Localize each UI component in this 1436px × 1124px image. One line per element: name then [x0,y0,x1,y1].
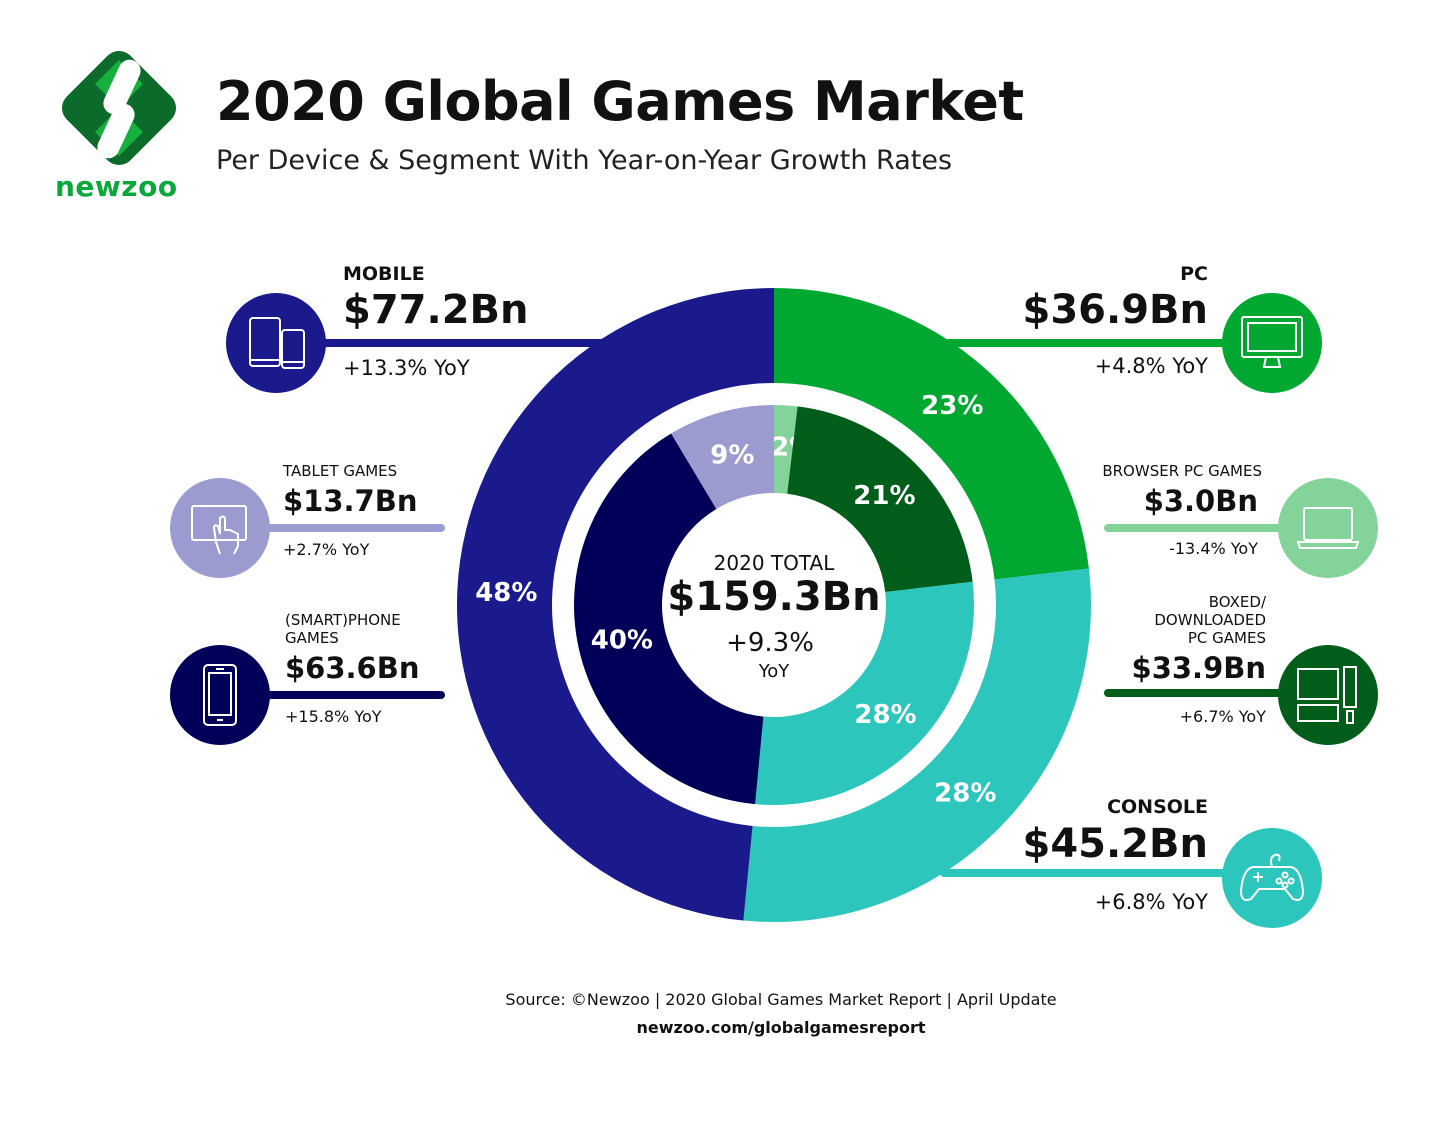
browser-yoy: -13.4% YoY [1169,539,1258,558]
laptop-icon [1278,478,1378,578]
source-note: Source: ©Newzoo | 2020 Global Games Mark… [505,990,1057,1009]
newzoo-logo [61,50,177,166]
smartphone-icon [170,645,270,745]
tablet-title: TABLET GAMES [283,462,398,480]
boxed-title: BOXED/ DOWNLOADED PC GAMES [1154,593,1266,647]
mobile-devices-icon [226,293,326,393]
inner-percent-label: 40% [591,625,653,655]
browser-leader-line [1104,524,1294,532]
console-leader-line [940,869,1240,877]
inner-slice-tablet-games [671,405,774,509]
outer-slice-console [743,568,1091,922]
pc-title: PC [1180,263,1208,285]
outer-slice-mobile [457,288,774,921]
mobile-yoy: +13.3% YoY [343,356,470,380]
browser-title: BROWSER PC GAMES [1102,462,1262,480]
smartphone-yoy: +15.8% YoY [285,707,382,726]
inner-slice-console [755,581,974,805]
desktop-computer-icon [1278,645,1378,745]
mobile-title: MOBILE [343,263,425,285]
outer-percent-label: 28% [934,779,996,809]
inner-percent-label: 9% [710,441,754,471]
boxed-yoy: +6.7% YoY [1179,707,1266,726]
pc-yoy: +4.8% YoY [1094,354,1208,378]
pc-leader-line [945,339,1245,347]
gamepad-icon [1222,828,1322,928]
console-value: $45.2Bn [1022,821,1209,867]
brand-name: newzoo [55,170,178,203]
smartphone-title: (SMART)PHONE GAMES [285,611,401,647]
inner-slice-boxed-downloaded-pc-games [787,406,973,593]
mobile-leader-line [300,339,610,347]
page-title: 2020 Global Games Market [216,70,1024,133]
report-link[interactable]: newzoo.com/globalgamesreport [636,1018,926,1037]
tablet-touch-icon [170,478,270,578]
inner-percent-label: 21% [853,481,915,511]
inner-slice-browser-pc-games [774,405,798,494]
console-yoy: +6.8% YoY [1094,890,1208,914]
mobile-value: $77.2Bn [343,287,529,333]
total-growth: +9.3% [726,628,814,658]
boxed-leader-line [1104,689,1294,697]
pc-value: $36.9Bn [1022,287,1209,333]
tablet-value: $13.7Bn [283,484,418,518]
tablet-leader-line [260,524,445,532]
outer-percent-label: 23% [921,391,983,421]
inner-slice--smart-phone-games [574,433,764,805]
total-value: $159.3Bn [667,574,881,620]
total-label: 2020 TOTAL [713,551,835,575]
outer-slice-pc [774,288,1089,580]
smartphone-value: $63.6Bn [285,651,420,685]
monitor-icon [1222,293,1322,393]
boxed-value: $33.9Bn [1131,651,1266,685]
tablet-yoy: +2.7% YoY [283,540,370,559]
smartphone-leader-line [260,691,445,699]
console-title: CONSOLE [1107,796,1208,818]
inner-percent-label: 28% [854,700,916,730]
browser-value: $3.0Bn [1143,484,1258,518]
total-growth-unit: YoY [758,661,790,682]
outer-percent-label: 48% [475,578,537,608]
page-subtitle: Per Device & Segment With Year-on-Year G… [216,145,953,176]
